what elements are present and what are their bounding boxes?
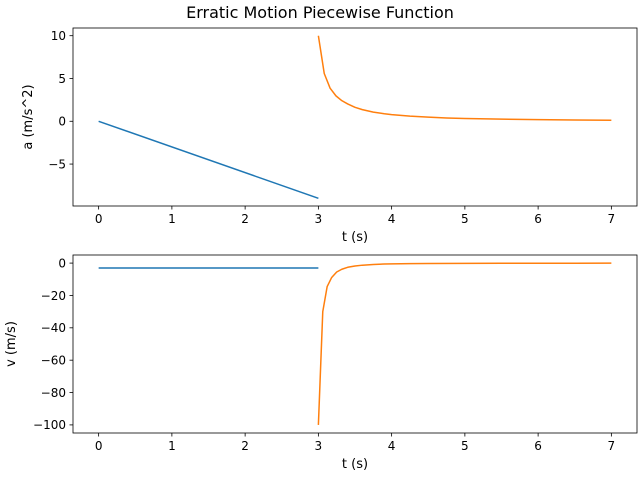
x-tick-label: 3 — [315, 439, 323, 453]
panel-2-y-axis-label: v (m/s) — [4, 321, 19, 367]
y-tick-label: 5 — [58, 72, 66, 86]
x-tick-label: 2 — [241, 212, 249, 226]
x-tick-label: 1 — [168, 439, 176, 453]
y-tick-label: 10 — [51, 29, 66, 43]
panel-1: 0 1 2 3 4 5 6 7 −5 0 5 10 t (s) a (m/s^2) — [21, 27, 638, 245]
panel-1-series-1-line — [98, 120, 319, 200]
y-tick-label: 0 — [58, 115, 66, 129]
panel-2-frame — [72, 254, 638, 434]
y-tick-label: −60 — [41, 353, 66, 367]
panel-2-series-2-line — [317, 262, 612, 425]
x-tick-label: 7 — [608, 212, 616, 226]
panel-2-x-axis-label: t (s) — [342, 457, 368, 472]
x-tick-label: 5 — [461, 439, 469, 453]
figure-title: Erratic Motion Piecewise Function — [186, 3, 454, 22]
y-tick-label: −80 — [41, 386, 66, 400]
x-tick-label: 6 — [534, 439, 542, 453]
x-tick-label: 7 — [608, 439, 616, 453]
x-tick-label: 4 — [388, 212, 396, 226]
x-tick-label: 1 — [168, 212, 176, 226]
panel-1-y-axis-label: a (m/s^2) — [21, 84, 36, 149]
y-tick-label: 0 — [58, 256, 66, 270]
x-tick-label: 0 — [95, 212, 103, 226]
x-tick-label: 4 — [388, 439, 396, 453]
y-tick-label: −20 — [41, 289, 66, 303]
panel-1-series-2-line — [317, 35, 612, 121]
panel-2: 0 1 2 3 4 5 6 7 0 −20 −40 −60 −80 −100 t (s) v (m/s) — [4, 254, 638, 472]
y-tick-label: −5 — [48, 157, 66, 171]
x-tick-label: 0 — [95, 439, 103, 453]
x-tick-label: 3 — [315, 212, 323, 226]
x-tick-label: 2 — [241, 439, 249, 453]
y-tick-label: −100 — [33, 418, 66, 432]
panel-1-frame — [72, 27, 638, 207]
y-tick-label: −40 — [41, 321, 66, 335]
x-tick-label: 6 — [534, 212, 542, 226]
panel-1-x-axis-label: t (s) — [342, 230, 368, 245]
x-tick-label: 5 — [461, 212, 469, 226]
